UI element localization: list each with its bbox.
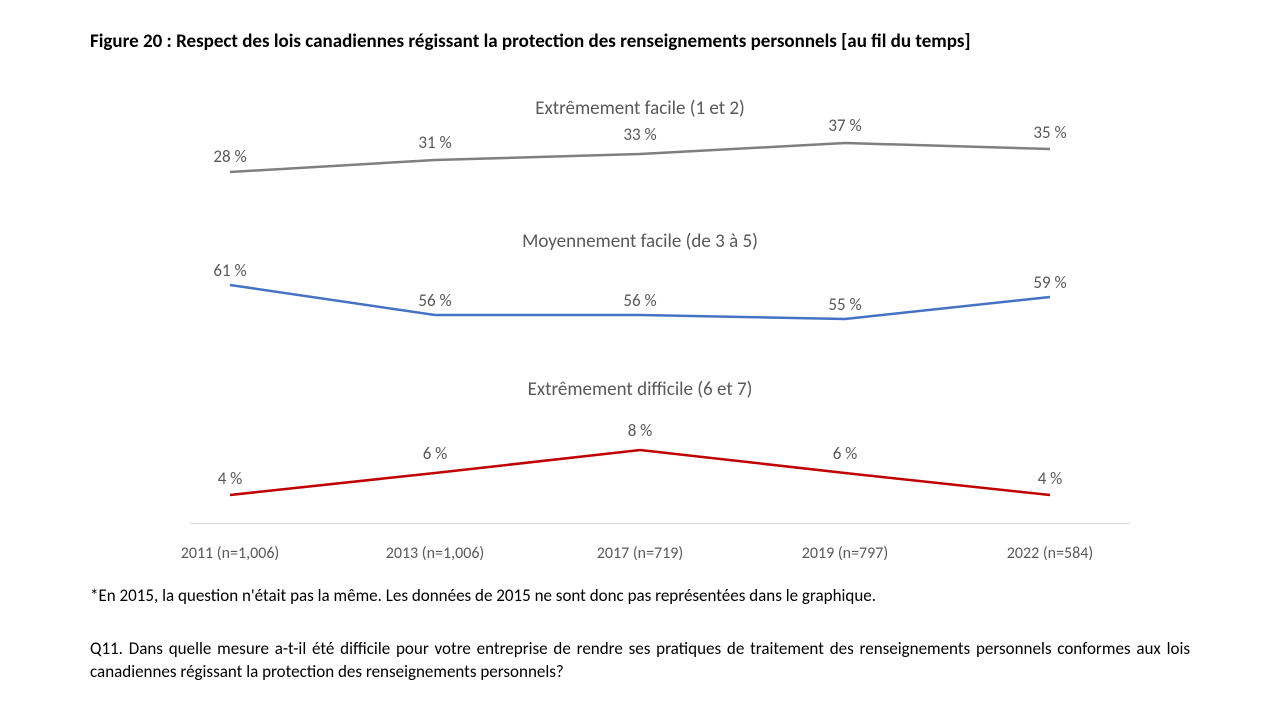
data-label: 35 % [1033,122,1066,143]
series-title: Extrêmement difficile (6 et 7) [170,378,1110,401]
series-title: Extrêmement facile (1 et 2) [170,97,1110,120]
series-line [230,450,1050,495]
data-label: 59 % [1033,272,1066,293]
data-label: 56 % [623,290,656,311]
data-label: 31 % [418,132,451,153]
data-label: 55 % [828,294,861,315]
figure-title: Figure 20 : Respect des lois canadiennes… [90,30,1190,55]
data-label: 37 % [828,115,861,136]
chart-svg [170,75,1110,555]
data-label: 4 % [218,468,243,489]
x-axis-label: 2019 (n=797) [802,544,888,563]
footnote-question: Q11. Dans quelle mesure a-t-il été diffi… [90,638,1190,684]
data-label: 28 % [213,146,246,167]
x-axis-label: 2011 (n=1,006) [181,544,280,563]
data-label: 4 % [1038,468,1063,489]
data-label: 56 % [418,290,451,311]
x-axis-label: 2013 (n=1,006) [386,544,485,563]
data-label: 33 % [623,124,656,145]
chart-area: 2011 (n=1,006)2013 (n=1,006)2017 (n=719)… [170,75,1110,555]
x-axis-line [190,523,1130,524]
x-axis-label: 2017 (n=719) [597,544,683,563]
series-line [230,143,1050,172]
footnote-2015: *En 2015, la question n'était pas la mêm… [90,585,1190,608]
data-label: 8 % [628,420,653,441]
series-title: Moyennement facile (de 3 à 5) [170,230,1110,253]
data-label: 6 % [423,443,448,464]
data-label: 6 % [833,443,858,464]
x-axis-label: 2022 (n=584) [1007,544,1093,563]
data-label: 61 % [213,260,246,281]
